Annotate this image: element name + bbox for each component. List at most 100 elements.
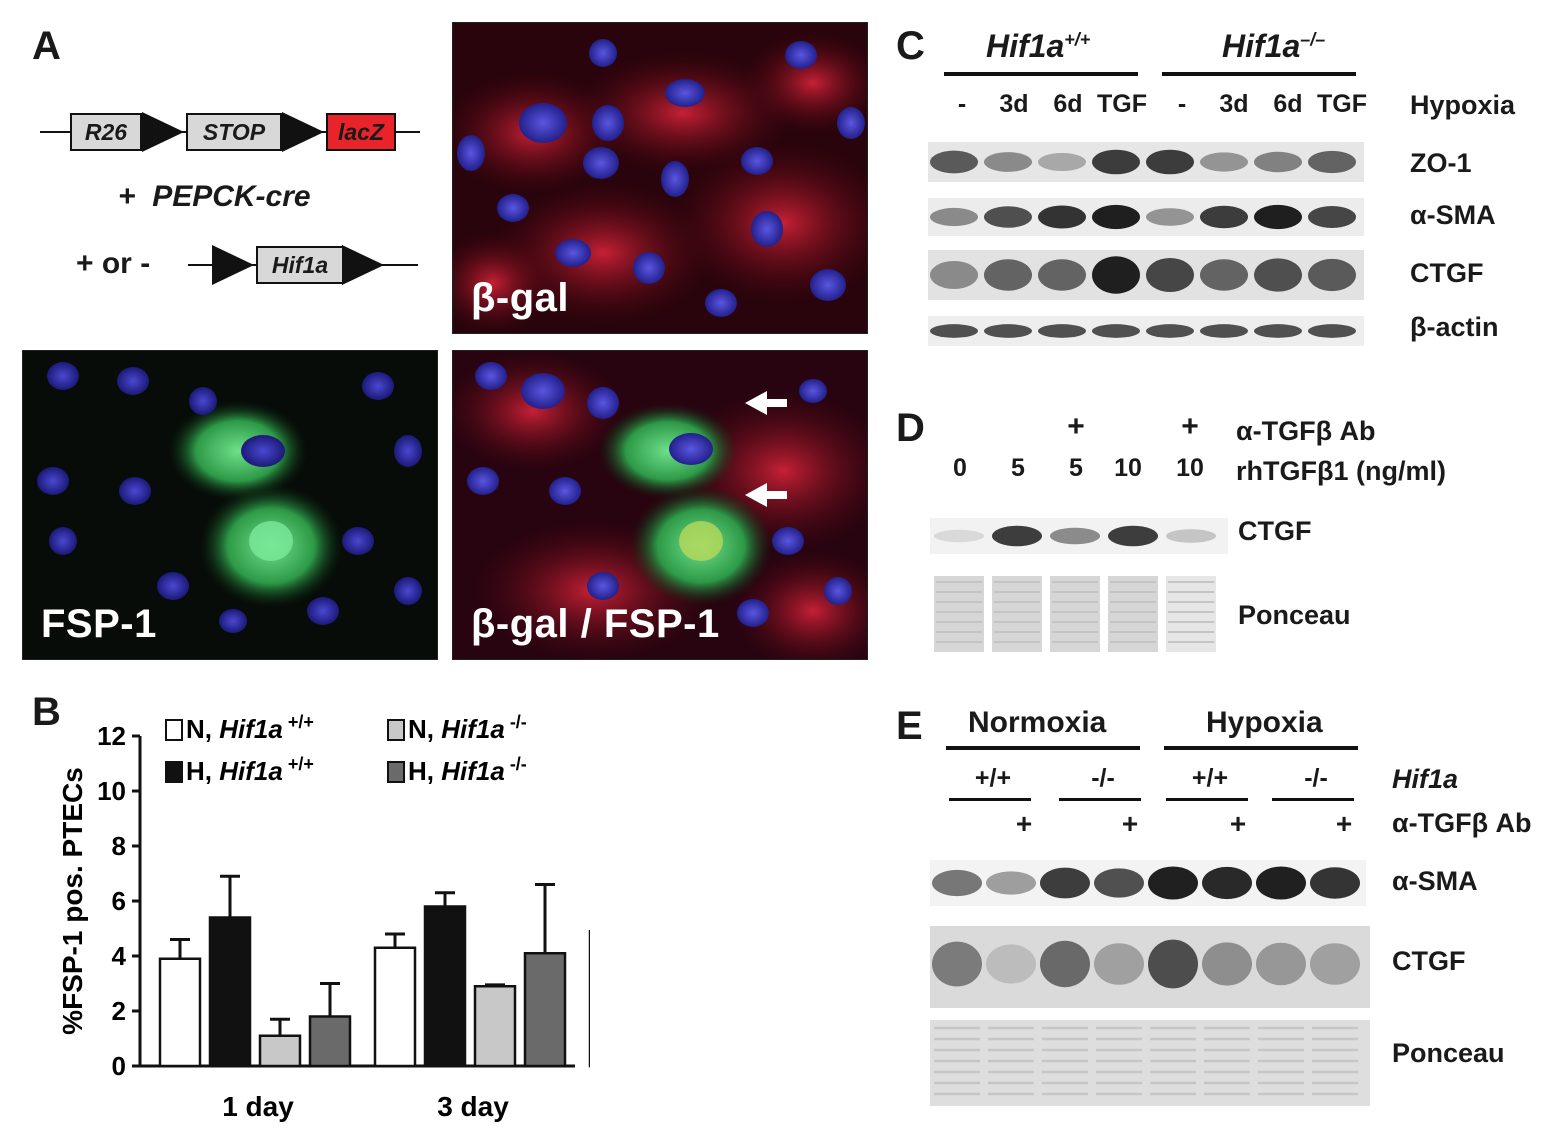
merge-caption: β-gal / FSP-1 bbox=[471, 602, 720, 646]
ctgf-band bbox=[1038, 259, 1086, 291]
d-dose-0: 0 bbox=[953, 454, 967, 482]
bactin-band bbox=[1254, 324, 1302, 338]
merge-cells bbox=[453, 351, 867, 659]
panel-d-label: D bbox=[896, 406, 925, 450]
panel-c-label: C bbox=[896, 24, 925, 68]
bar bbox=[208, 916, 252, 1068]
asma-band bbox=[1040, 867, 1090, 899]
c-lane-6: 6d bbox=[1273, 90, 1303, 118]
hif1a-box: Hif1a bbox=[256, 246, 344, 284]
ctgf-band bbox=[1094, 943, 1144, 985]
y-axis-label: %FSP-1 pos. PTECs bbox=[57, 767, 88, 1035]
c-condition-label: Hypoxia bbox=[1410, 90, 1516, 120]
e-genotype-bar bbox=[949, 798, 1031, 801]
c-row-bactin: β-actin bbox=[1410, 312, 1499, 342]
asma-band bbox=[1202, 866, 1252, 900]
zo1-band bbox=[1254, 151, 1302, 173]
bgal-caption: β-gal bbox=[471, 276, 570, 320]
zo1-band bbox=[930, 150, 978, 174]
d-dose-4: 10 bbox=[1176, 454, 1204, 482]
c-row-zo1: ZO-1 bbox=[1410, 148, 1472, 178]
legend-entry: H, Hif1a +/+ bbox=[186, 754, 314, 786]
ponceau-lane bbox=[934, 576, 984, 652]
ctgf-band bbox=[1146, 258, 1194, 292]
ctgf-band bbox=[1108, 525, 1158, 547]
d-dose-1: 5 bbox=[1011, 454, 1025, 482]
y-tick-label: 10 bbox=[97, 776, 126, 806]
ctgf-band bbox=[1092, 256, 1140, 294]
asma-band bbox=[1308, 206, 1356, 228]
d-ab-mark-2: + bbox=[1067, 410, 1085, 443]
y-tick-label: 8 bbox=[112, 831, 126, 861]
e-ab-mark-5: + bbox=[1229, 808, 1247, 839]
legend-swatch bbox=[387, 719, 405, 741]
legend-entry: N, Hif1a +/+ bbox=[186, 712, 314, 744]
bar bbox=[423, 905, 467, 1068]
asma-band bbox=[1256, 866, 1306, 900]
bactin-band bbox=[1200, 324, 1248, 338]
arrow-bottom bbox=[745, 483, 787, 507]
c-group1-bar bbox=[944, 72, 1138, 76]
asma-band bbox=[1310, 867, 1360, 899]
ctgf-band bbox=[992, 525, 1042, 547]
ctgf-band bbox=[1200, 259, 1248, 291]
c-lane-2: 6d bbox=[1053, 90, 1083, 118]
e-group1-label: Normoxia bbox=[968, 706, 1107, 739]
c-lane-3: TGF bbox=[1097, 90, 1147, 118]
stop-box: STOP bbox=[186, 113, 282, 151]
blot-c bbox=[928, 142, 1364, 346]
e-genotype-bar bbox=[1059, 798, 1141, 801]
e-genotype-1: -/- bbox=[1091, 764, 1115, 792]
d-dose-3: 10 bbox=[1114, 454, 1142, 482]
asma-band bbox=[1092, 204, 1140, 230]
ctgf-band bbox=[930, 260, 978, 290]
e-ponceau-membrane bbox=[930, 1020, 1370, 1106]
asma-band bbox=[1094, 868, 1144, 898]
e-row-ctgf: CTGF bbox=[1392, 946, 1466, 976]
c-lane-1: 3d bbox=[999, 90, 1029, 118]
y-tick-label: 0 bbox=[112, 1051, 126, 1081]
bar bbox=[473, 985, 517, 1068]
zo1-band bbox=[1200, 152, 1248, 172]
c-lane-5: 3d bbox=[1219, 90, 1249, 118]
x-tick-label: 3 day bbox=[437, 1091, 509, 1122]
e-gene-label: Hif1a bbox=[1392, 764, 1459, 794]
e-genotype-bar bbox=[1166, 798, 1248, 801]
e-ab-mark-3: + bbox=[1121, 808, 1139, 839]
ctgf-band bbox=[1166, 529, 1216, 543]
e-group1-bar bbox=[946, 746, 1140, 750]
panel-b-label: B bbox=[32, 690, 61, 734]
e-group2-bar bbox=[1164, 746, 1358, 750]
asma-band bbox=[1038, 205, 1086, 229]
bactin-band bbox=[930, 324, 978, 338]
bactin-band bbox=[1308, 324, 1356, 338]
ctgf-band bbox=[1050, 527, 1100, 545]
hif-prefix-label: + or - bbox=[76, 247, 151, 280]
arrow-top bbox=[745, 391, 787, 415]
e-genotype-0: +/+ bbox=[974, 764, 1012, 792]
d-row-ponceau: Ponceau bbox=[1238, 600, 1351, 630]
ctgf-band bbox=[986, 944, 1036, 984]
fsp1-cells bbox=[23, 351, 437, 659]
e-genotype-3: -/- bbox=[1304, 764, 1328, 792]
d-ab-mark-4: + bbox=[1181, 410, 1199, 443]
e-ab-mark-1: + bbox=[1015, 808, 1033, 839]
ctgf-band bbox=[1254, 258, 1302, 292]
c-lane-7: TGF bbox=[1317, 90, 1367, 118]
asma-band bbox=[930, 207, 978, 227]
blot-d bbox=[930, 518, 1228, 652]
ponceau-lane bbox=[1166, 576, 1216, 652]
asma-band bbox=[1200, 205, 1248, 229]
bactin-band bbox=[1092, 324, 1140, 338]
ctgf-band bbox=[1256, 942, 1306, 986]
y-tick-label: 6 bbox=[112, 886, 126, 916]
c-lane-0: - bbox=[957, 90, 967, 118]
e-row-asma: α-SMA bbox=[1392, 866, 1478, 896]
ctgf-band bbox=[984, 259, 1032, 291]
legend-entry: H, Hif1a -/- bbox=[408, 754, 527, 786]
d-row-ctgf: CTGF bbox=[1238, 516, 1312, 546]
fsp1-caption: FSP-1 bbox=[41, 602, 157, 646]
ctgf-band bbox=[934, 529, 984, 543]
ponceau-lane bbox=[992, 576, 1042, 652]
